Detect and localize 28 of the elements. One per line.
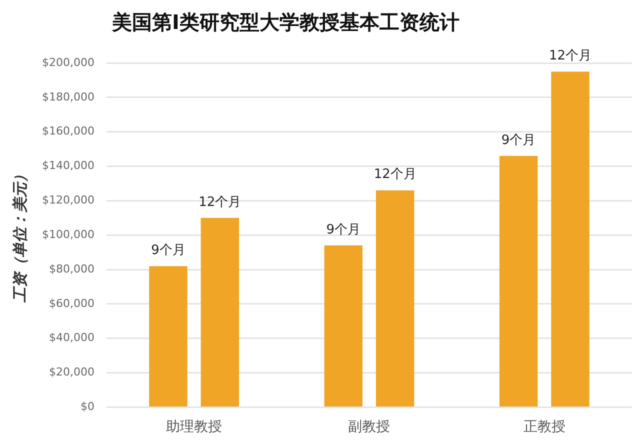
bar: [376, 190, 414, 406]
y-tick-label: $120,000: [42, 194, 94, 207]
y-tick-label: $180,000: [42, 90, 94, 104]
text: 12个月: [198, 194, 242, 210]
x-tick-label: 助理教授: [166, 419, 222, 436]
x-tick-label: 正教授: [523, 419, 566, 436]
x-tick-label: 副教授: [348, 419, 390, 436]
y-tick-label: $200,000: [42, 56, 94, 69]
y-axis-title: 工资（单位：美元）: [10, 168, 29, 304]
series-label: 9个月: [151, 242, 186, 258]
bar: [551, 72, 590, 406]
y-tick-label: $160,000: [42, 124, 94, 138]
y-tick-label: $80,000: [48, 262, 94, 276]
chart-title: 美国第I类研究型大学教授基本工资统计: [112, 9, 460, 36]
y-tick-label: $0: [80, 400, 94, 414]
bar: [149, 266, 188, 406]
y-tick-label: $20,000: [48, 366, 94, 379]
text: 12个月: [374, 167, 416, 182]
text: 9个月: [326, 222, 361, 238]
y-tick-label: $60,000: [48, 296, 94, 310]
y-tick-label: $100,000: [42, 228, 94, 241]
y-tick-label: $140,000: [42, 159, 94, 172]
y-tick-label: $40,000: [48, 331, 94, 344]
bar: [200, 218, 240, 406]
bar: [499, 156, 538, 406]
series-label: 12个月: [548, 48, 592, 64]
bar: [324, 245, 363, 406]
text: 9个月: [501, 132, 536, 148]
